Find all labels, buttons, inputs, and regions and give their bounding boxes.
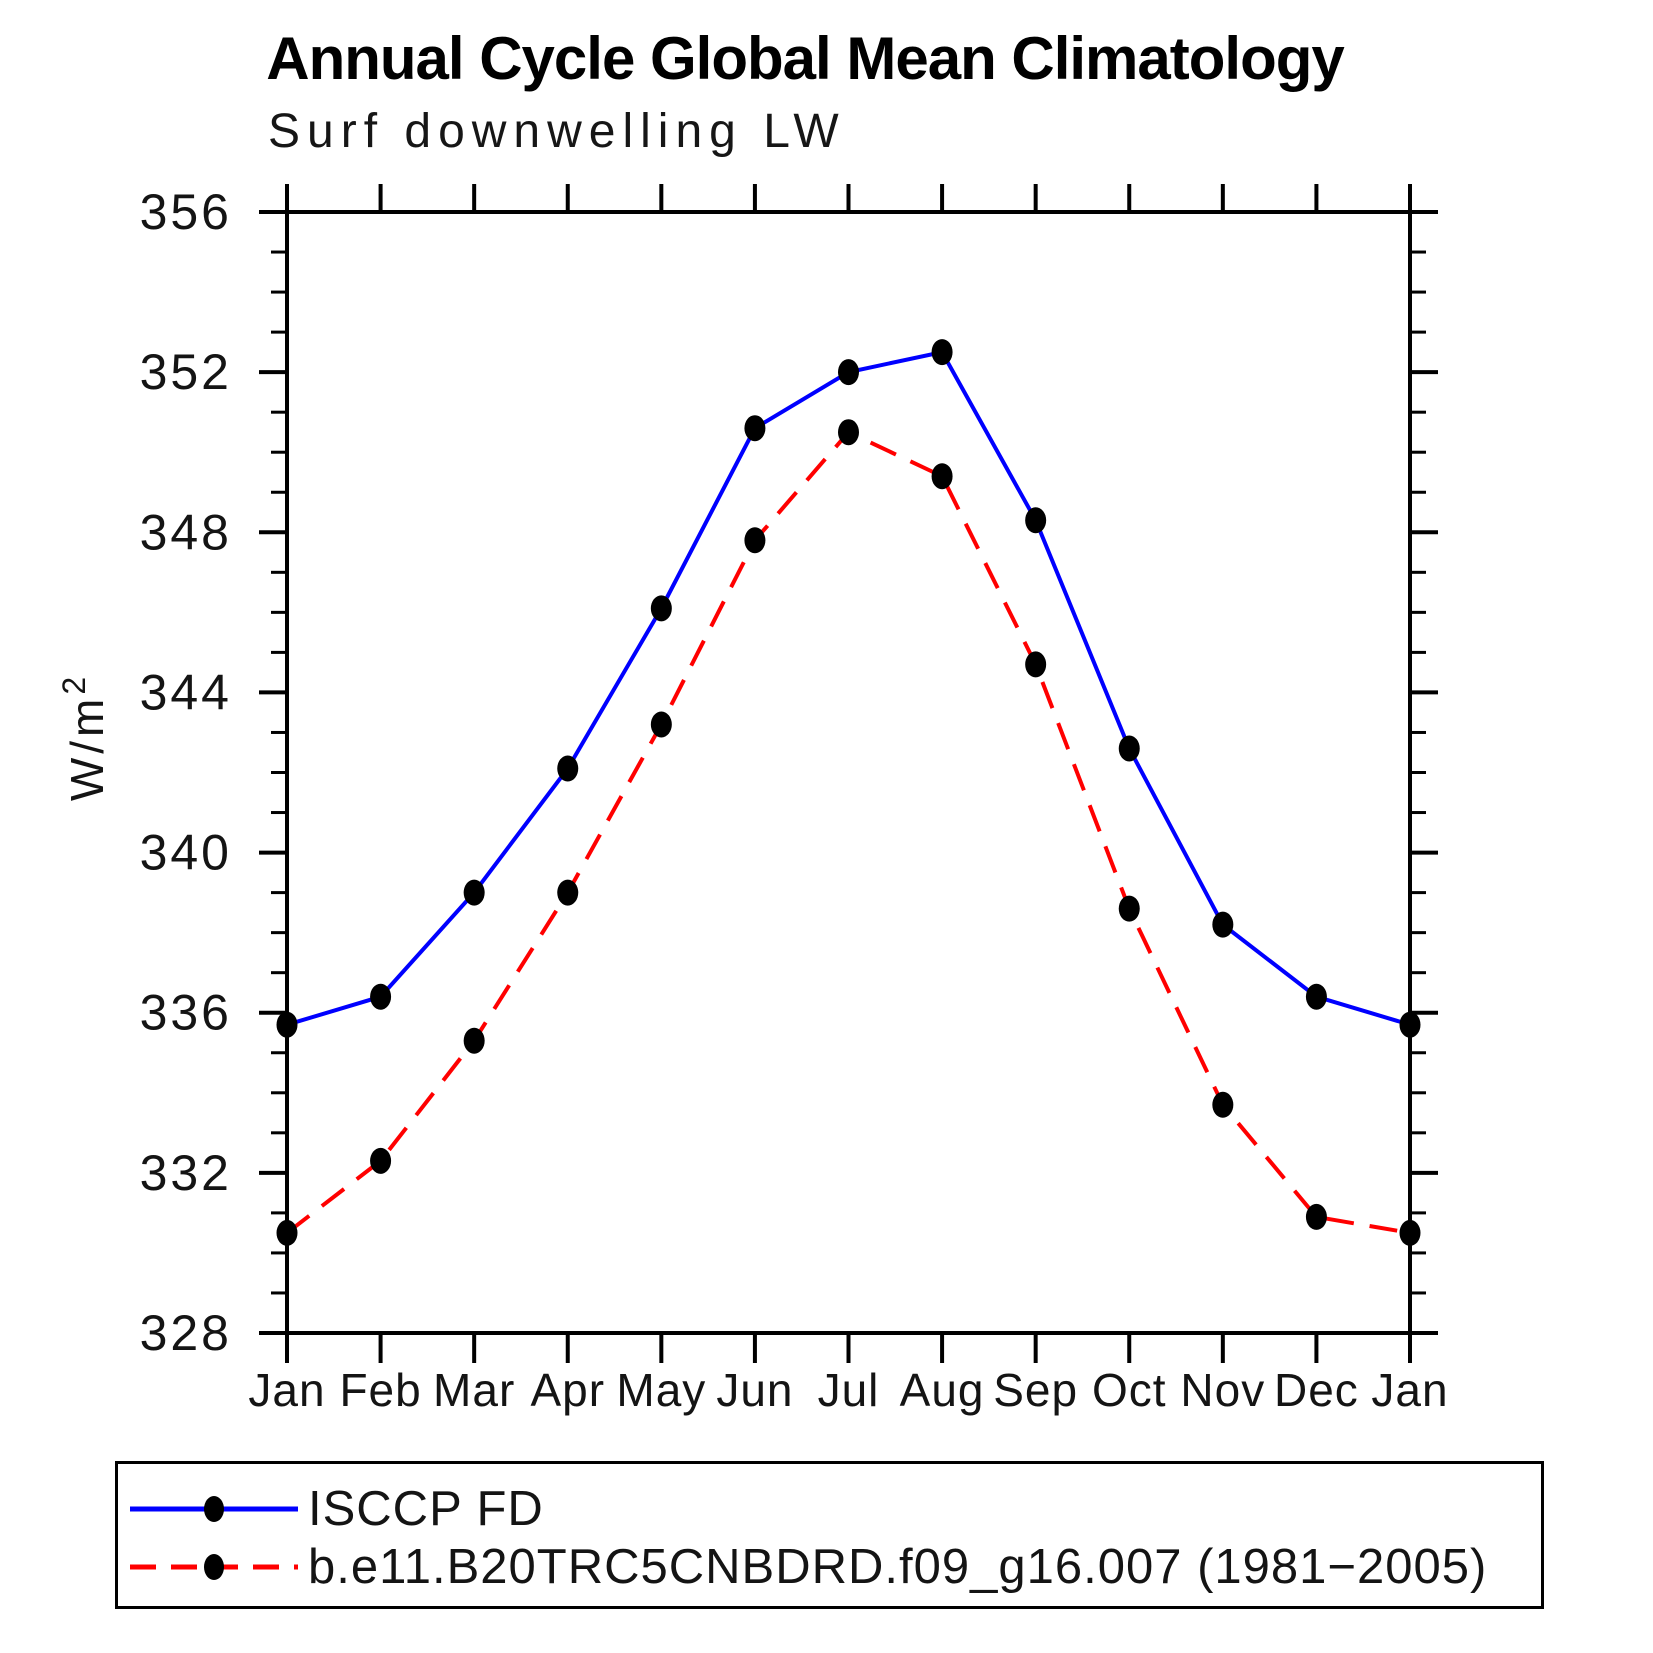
data-point-marker-s1: [1399, 1219, 1421, 1246]
x-tick-label: Mar: [433, 1364, 515, 1416]
data-point-marker-s1: [650, 711, 672, 738]
data-point-marker-s0: [650, 595, 672, 622]
data-point-marker-s0: [1399, 1011, 1421, 1038]
legend-item-model: b.e11.B20TRC5CNBDRD.f09_g16.007 (1981−20…: [128, 1538, 1541, 1596]
x-tick-label: May: [616, 1364, 706, 1416]
data-point-marker-s0: [557, 755, 579, 782]
series-line-0: [286, 349, 1411, 1027]
data-point-marker-s1: [1118, 895, 1140, 922]
x-tick-label: Feb: [339, 1364, 421, 1416]
data-point-marker-s0: [1025, 507, 1047, 534]
y-tick-label: 344: [140, 664, 232, 720]
y-tick-label: 328: [140, 1305, 232, 1361]
x-tick-label: Aug: [900, 1364, 985, 1416]
data-point-marker-s1: [931, 463, 953, 490]
data-point-marker-s1: [276, 1219, 298, 1246]
y-tick-label: 352: [140, 344, 232, 400]
data-point-marker-s1: [1025, 651, 1047, 678]
chart-title: Annual Cycle Global Mean Climatology: [266, 25, 1345, 92]
chart-subtitle: Surf downwelling LW: [268, 105, 846, 158]
data-point-marker-s1: [370, 1147, 392, 1174]
data-point-marker-s0: [463, 879, 485, 906]
x-tick-label: Jan: [248, 1364, 325, 1416]
legend: ISCCP FD b.e11.B20TRC5CNBDRD.f09_g16.007…: [115, 1461, 1544, 1609]
data-point-marker-s1: [557, 879, 579, 906]
y-tick-label: 340: [140, 825, 232, 881]
data-point-marker-s0: [1305, 983, 1327, 1010]
x-tick-label: Oct: [1092, 1364, 1167, 1416]
data-point-marker-s1: [838, 419, 859, 446]
legend-label-isccp: ISCCP FD: [308, 1482, 544, 1536]
data-point-marker-s0: [1118, 735, 1140, 762]
data-point-marker-s0: [370, 983, 392, 1010]
y-tick-label: 332: [140, 1145, 232, 1201]
x-tick-label: Nov: [1180, 1364, 1265, 1416]
data-point-marker-s0: [744, 415, 766, 442]
series-line-1: [285, 429, 1411, 1235]
y-tick-label: 356: [140, 184, 232, 240]
x-tick-label: Jun: [716, 1364, 793, 1416]
x-tick-label: Jul: [818, 1364, 880, 1416]
x-tick-label: Apr: [530, 1364, 605, 1416]
data-point-marker-s1: [1212, 1091, 1234, 1118]
y-axis-label: W/m2: [56, 673, 113, 801]
legend-item-isccp: ISCCP FD: [128, 1480, 1541, 1538]
x-tick-label: Sep: [993, 1364, 1078, 1416]
y-tick-label: 336: [140, 985, 232, 1041]
data-point-marker-s0: [1212, 911, 1234, 938]
dashed-line-icon: [130, 1554, 298, 1580]
x-tick-label: Dec: [1274, 1364, 1359, 1416]
data-point-marker-s1: [744, 527, 766, 554]
data-point-marker-s1: [463, 1027, 485, 1054]
data-point-marker-s0: [838, 359, 859, 386]
legend-label-model: b.e11.B20TRC5CNBDRD.f09_g16.007 (1981−20…: [308, 1540, 1488, 1594]
x-tick-label: Jan: [1371, 1364, 1448, 1416]
data-point-marker-s1: [1305, 1203, 1327, 1230]
y-tick-label: 348: [140, 504, 232, 560]
data-point-marker-s0: [276, 1011, 298, 1038]
solid-line-icon: [130, 1496, 298, 1522]
data-point-marker-s0: [931, 339, 953, 366]
